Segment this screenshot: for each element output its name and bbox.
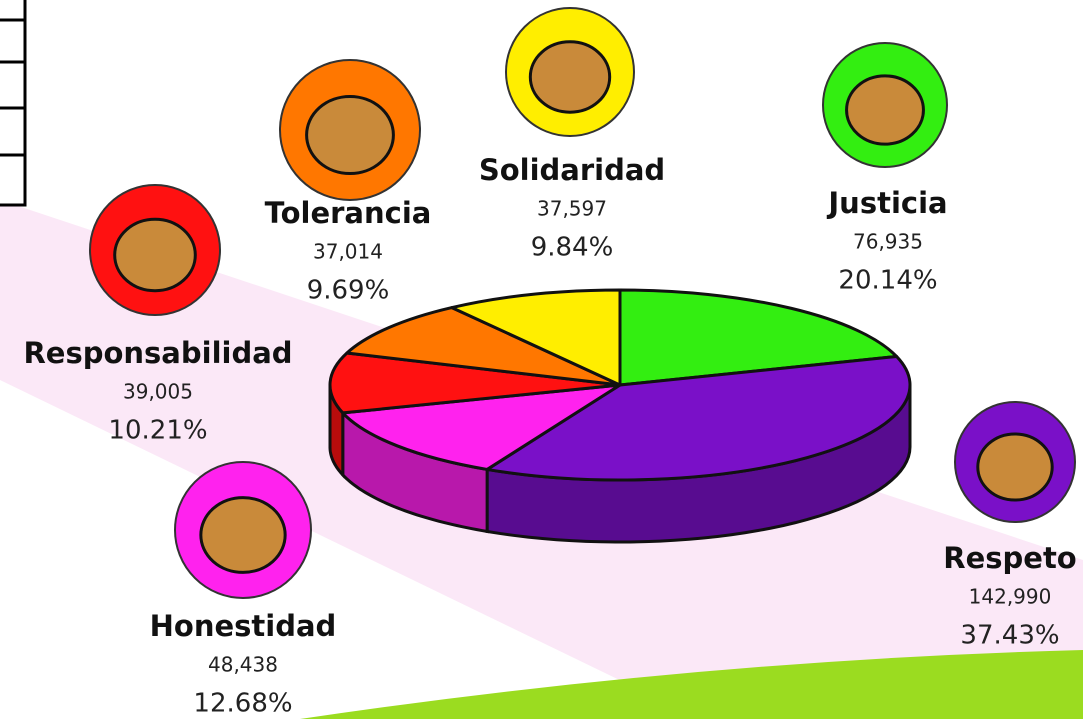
category-label: Respeto: [943, 541, 1076, 575]
value-label: 39,005: [123, 380, 193, 404]
value-label: 37,597: [537, 197, 607, 221]
percent-label: 37.43%: [960, 621, 1059, 651]
icon-figure: [528, 40, 612, 114]
percent-label: 20.14%: [838, 266, 937, 296]
category-label: Responsabilidad: [23, 336, 292, 370]
slice: [450, 288, 622, 387]
slice: [328, 351, 622, 415]
percent-label: 9.69%: [307, 276, 390, 306]
percent-label: 12.68%: [193, 689, 292, 719]
icon-figure: [845, 74, 925, 146]
pie: [328, 288, 912, 544]
icon-figure: [305, 95, 395, 175]
percent-label: 9.84%: [531, 233, 614, 263]
value-label: 142,990: [969, 585, 1052, 609]
slice: [618, 288, 899, 387]
value-label: 37,014: [313, 240, 383, 264]
slice: [485, 354, 912, 482]
percent-label: 10.21%: [108, 416, 207, 446]
category-label: Justicia: [826, 186, 947, 220]
background-green: [300, 650, 1083, 719]
corner-table: [0, 0, 27, 207]
category-label: Tolerancia: [265, 196, 432, 230]
value-label: 76,935: [853, 230, 923, 254]
icon-figure: [199, 496, 287, 574]
slice: [345, 306, 622, 387]
icon-figure: [976, 432, 1054, 502]
category-label: Solidaridad: [479, 153, 665, 187]
value-label: 48,438: [208, 653, 278, 677]
icon-figure: [113, 217, 197, 293]
category-label: Honestidad: [150, 609, 337, 643]
icons: [89, 7, 1076, 599]
labels: Justicia 76,935 20.14% Respeto 142,990 37.43%…: [23, 153, 1076, 719]
